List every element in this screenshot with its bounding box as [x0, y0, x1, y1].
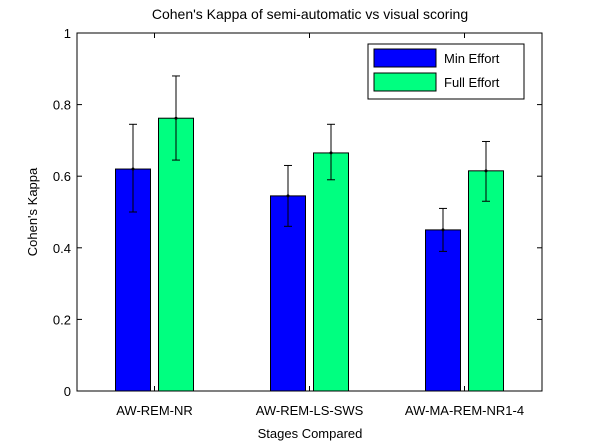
y-tick-label: 0.6 — [53, 169, 71, 184]
x-axis: AW-REM-NR AW-REM-LS-SWS AW-MA-REM-NR1-4 — [116, 33, 524, 418]
x-tick-label: AW-REM-NR — [116, 403, 193, 418]
bar-full-effort — [158, 117, 194, 392]
y-tick-label: 0 — [64, 384, 71, 399]
error-bars — [129, 75, 490, 252]
y-tick-label: 1 — [64, 26, 71, 41]
chart-title: Cohen's Kappa of semi-automatic vs visua… — [152, 6, 468, 22]
y-tick-label: 0.8 — [53, 98, 71, 113]
bar-full-effort — [468, 170, 504, 392]
legend: Min Effort Full Effort — [367, 43, 525, 100]
bar-value-marker — [286, 194, 290, 198]
legend-label: Full Effort — [444, 75, 500, 90]
bar-value-marker — [441, 228, 445, 232]
bar-min-effort — [425, 229, 461, 392]
bars — [115, 117, 504, 392]
bar-value-marker — [174, 116, 178, 120]
legend-swatch — [373, 48, 437, 68]
bar-value-marker — [131, 167, 135, 171]
legend-label: Min Effort — [444, 51, 500, 66]
y-tick-label: 0.2 — [53, 312, 71, 327]
x-tick-label: AW-REM-LS-SWS — [256, 403, 364, 418]
y-axis-label: Cohen's Kappa — [25, 167, 40, 256]
bar-full-effort — [313, 152, 349, 392]
bar-value-marker — [329, 151, 333, 155]
x-tick-label: AW-MA-REM-NR1-4 — [405, 403, 524, 418]
bar-min-effort — [270, 195, 306, 392]
legend-swatch — [373, 72, 437, 92]
y-axis: 0 0.2 0.4 0.6 0.8 1 — [53, 26, 542, 399]
bar-value-marker — [484, 169, 488, 173]
y-tick-label: 0.4 — [53, 241, 71, 256]
x-axis-label: Stages Compared — [258, 426, 363, 441]
